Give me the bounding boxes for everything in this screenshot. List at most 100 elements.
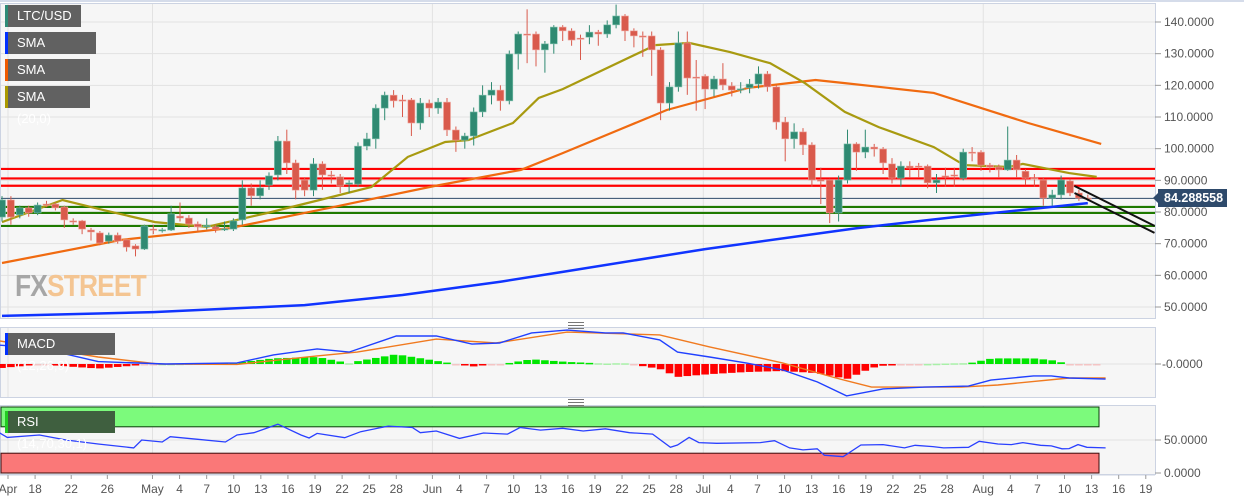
date-axis-label: 26 — [101, 482, 115, 496]
macd-histogram-bar — [719, 364, 727, 374]
macd-histogram-bar — [968, 362, 976, 365]
series-color-swatch — [5, 86, 8, 108]
legend-sma50[interactable]: SMA (50,0) — [5, 59, 90, 99]
candle-bearish — [176, 215, 184, 219]
price-axis-label: 50.0000 — [1164, 300, 1208, 314]
macd-histogram-bar — [1084, 364, 1092, 366]
candle-bullish — [861, 146, 870, 153]
macd-histogram-bar — [950, 363, 959, 365]
candle-bearish — [69, 220, 77, 223]
legend-sma200[interactable]: SMA (200,0) — [5, 32, 96, 72]
macd-histogram-bar — [701, 364, 709, 375]
date-axis-label: 7 — [1034, 482, 1041, 496]
candle-bearish — [523, 33, 531, 36]
candle-bearish — [986, 164, 994, 168]
macd-histogram-bar — [710, 364, 718, 374]
date-axis-label: 25 — [642, 482, 656, 496]
legend-ltcusd[interactable]: LTC/USD — [5, 5, 81, 27]
candle-bullish — [220, 228, 229, 231]
candle-bearish — [282, 140, 291, 164]
candle-bearish — [87, 229, 95, 233]
candle-bearish — [113, 234, 122, 242]
macd-histogram-bar — [105, 364, 113, 368]
date-axis-label: 7 — [754, 482, 761, 496]
macd-histogram-bar — [808, 364, 816, 373]
macd-histogram-bar — [825, 364, 834, 376]
date-axis-label: 16 — [832, 482, 846, 496]
candle-bullish — [363, 138, 371, 147]
macd-histogram-bar — [309, 357, 318, 364]
candle-bearish — [1039, 179, 1048, 199]
candle-bearish — [968, 151, 976, 154]
current-price-tag: 84.288558 — [1152, 189, 1228, 207]
date-axis-label: 19 — [859, 482, 873, 496]
macd-histogram-bar — [0, 364, 6, 368]
series-color-swatch — [5, 5, 8, 27]
candle-bullish — [158, 229, 166, 232]
date-axis-label: 10 — [227, 482, 241, 496]
candle-bearish — [532, 33, 540, 51]
candle-bearish — [816, 179, 825, 182]
macd-histogram-bar — [754, 364, 763, 372]
candle-bullish — [345, 182, 353, 185]
price-axis-label: 110.0000 — [1164, 110, 1213, 124]
macd-histogram-bar — [790, 364, 798, 372]
macd-histogram-bar — [861, 364, 870, 371]
candle-bearish — [594, 31, 603, 35]
date-axis-label: 25 — [913, 482, 927, 496]
sma20-line — [1, 41, 1097, 229]
candle-bearish — [24, 207, 33, 214]
macd-histogram-bar — [683, 364, 692, 377]
macd-histogram-bar — [1012, 358, 1021, 364]
macd-histogram-bar — [51, 364, 60, 366]
legend-macd[interactable]: MACD (12,26,9) — [5, 333, 115, 373]
candle-bearish — [567, 30, 576, 41]
candle-bearish — [1021, 170, 1030, 179]
macd-histogram-bar — [140, 364, 149, 366]
macd-histogram-bar — [1048, 360, 1056, 364]
macd-histogram-bar — [1075, 364, 1083, 366]
candle-bearish — [60, 206, 69, 221]
candle-bullish — [202, 225, 211, 228]
macd-histogram-bar — [576, 362, 585, 364]
candle-bearish — [336, 176, 345, 187]
candle-bearish — [211, 226, 220, 230]
macd-histogram-bar — [612, 363, 620, 365]
legend-label: SMA (20,0) — [17, 89, 51, 126]
date-axis-label: 28 — [940, 482, 954, 496]
candle-bearish — [977, 151, 985, 166]
legend-sma20[interactable]: SMA (20,0) — [5, 86, 90, 126]
date-axis-label: 18 — [28, 482, 42, 496]
macd-axis-label: -0.0000 — [1162, 357, 1203, 371]
date-axis-label: 28 — [670, 482, 684, 496]
candle-bearish — [852, 143, 861, 153]
candle-bearish — [763, 73, 772, 88]
candle-bearish — [185, 217, 193, 225]
legend-rsi[interactable]: RSI (14,70,30,1) — [5, 411, 115, 451]
macd-histogram-bar — [647, 364, 656, 368]
candle-bearish — [96, 232, 104, 244]
date-axis-label: 13 — [805, 482, 819, 496]
candle-bullish — [238, 187, 247, 221]
macd-histogram-bar — [363, 359, 371, 364]
macd-histogram-bar — [906, 364, 914, 366]
macd-histogram-bar — [318, 358, 327, 364]
candle-bullish — [665, 86, 674, 104]
date-axis-label: Aug — [973, 482, 994, 496]
date-axis-label: 22 — [335, 482, 349, 496]
macd-histogram-bar — [541, 360, 549, 364]
candle-bullish — [834, 179, 843, 214]
candle-bullish — [33, 204, 42, 214]
candle-bearish — [558, 26, 567, 32]
panel-resize-handle-icon[interactable] — [568, 399, 584, 406]
candle-bullish — [256, 187, 264, 197]
candle-bearish — [683, 42, 692, 79]
legend-label: LTC/USD — [17, 8, 72, 23]
price-axis-label: 80.0000 — [1164, 205, 1208, 219]
macd-histogram-bar — [523, 360, 531, 364]
date-axis-label: 19 — [308, 482, 322, 496]
candle-bullish — [505, 53, 514, 102]
panel-resize-handle-icon[interactable] — [568, 322, 584, 329]
macd-histogram-bar — [372, 357, 380, 364]
